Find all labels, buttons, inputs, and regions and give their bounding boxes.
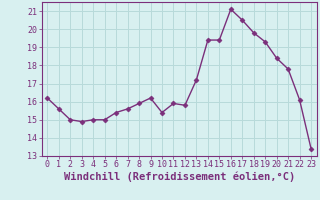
X-axis label: Windchill (Refroidissement éolien,°C): Windchill (Refroidissement éolien,°C) — [64, 172, 295, 182]
